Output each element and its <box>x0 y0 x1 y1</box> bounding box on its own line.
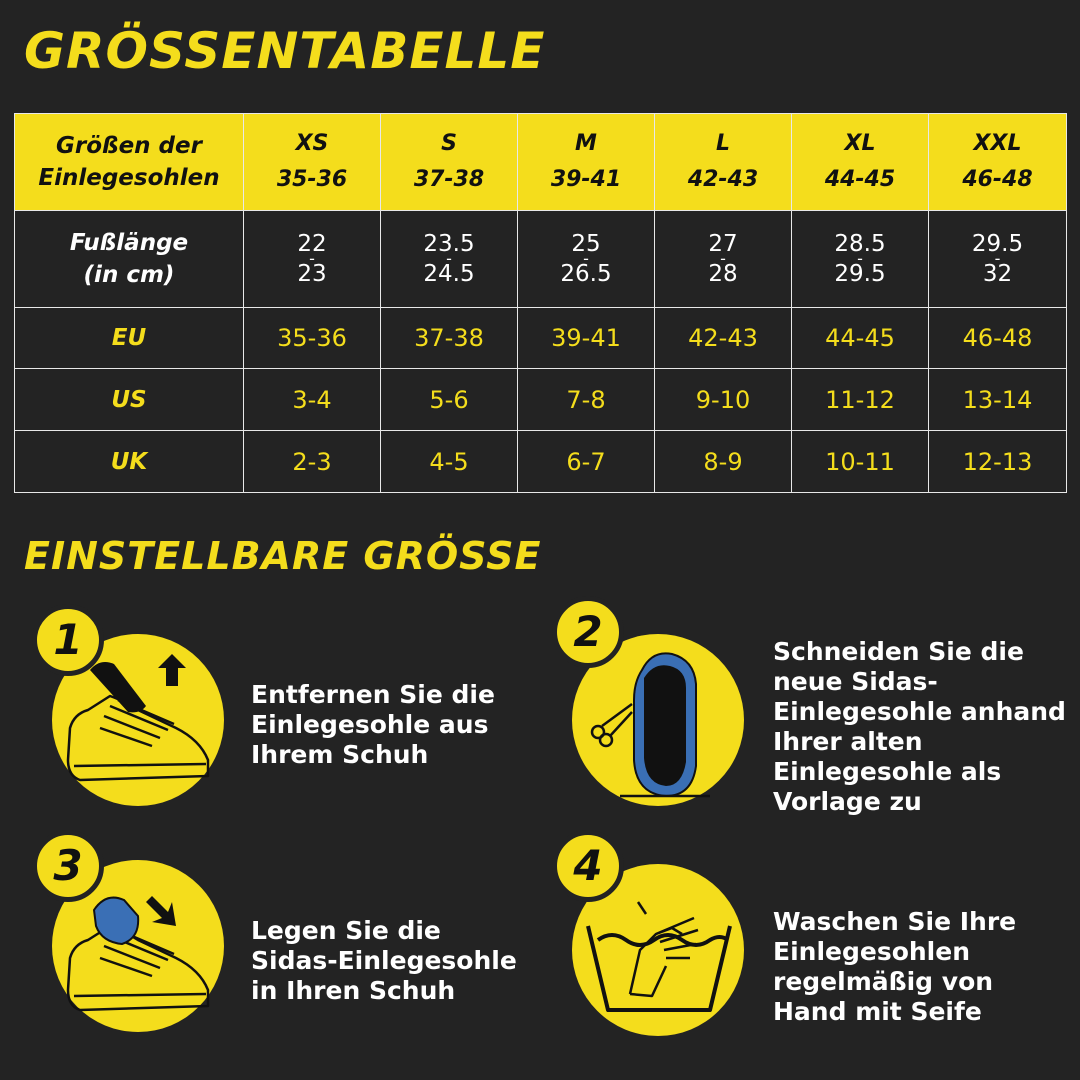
eu-label: EU <box>14 307 244 369</box>
hand-wash-icon <box>586 901 732 1012</box>
eu-cell: 39-41 <box>517 307 655 369</box>
foot-length-cell: 22-23 <box>243 210 381 308</box>
uk-cell: 10-11 <box>791 430 929 493</box>
us-row: US 3-4 5-6 7-8 9-10 11-12 13-14 <box>14 368 1067 431</box>
foot-length-label: Fußlänge (in cm) <box>14 210 244 308</box>
step-1: 1 Entfernen Sie die Einlegesohle aus Ihr… <box>32 604 520 830</box>
size-table: Größen der Einlegesohlen XS 35-36 S 37-38 … <box>14 113 1067 493</box>
eu-row: EU 35-36 37-38 39-41 42-43 44-45 46-48 <box>14 307 1067 369</box>
us-cell: 5-6 <box>380 368 518 431</box>
header-label-cell: Größen der Einlegesohlen <box>14 113 244 211</box>
foot-length-cell: 25-26.5 <box>517 210 655 308</box>
foot-length-cell: 27-28 <box>654 210 792 308</box>
size-header-xs: XS 35-36 <box>243 113 381 211</box>
uk-cell: 8-9 <box>654 430 792 493</box>
eu-cell: 44-45 <box>791 307 929 369</box>
uk-row: UK 2-3 4-5 6-7 8-9 10-11 12-13 <box>14 430 1067 493</box>
size-header-m: M 39-41 <box>517 113 655 211</box>
step-text: Waschen Sie Ihre Einlegesohlen regelmäßi… <box>773 907 1017 1026</box>
foot-length-cell: 23.5-24.5 <box>380 210 518 308</box>
step-badge: 2 <box>552 596 624 668</box>
shoe-remove-insole-icon <box>66 654 210 782</box>
size-header-row: Größen der Einlegesohlen XS 35-36 S 37-38 … <box>14 113 1067 211</box>
step-badge: 4 <box>552 830 624 902</box>
eu-cell: 37-38 <box>380 307 518 369</box>
uk-cell: 12-13 <box>928 430 1067 493</box>
step-text: Legen Sie die Sidas-Einlegesohle in Ihre… <box>251 916 517 1005</box>
step-4: 4 Waschen Sie Ihre Einlegesohlen regelmä… <box>552 830 1070 1060</box>
step-badge: 3 <box>32 830 104 902</box>
eu-cell: 46-48 <box>928 307 1067 369</box>
page-title: GRÖSSENTABELLE <box>24 22 546 80</box>
foot-length-row: Fußlänge (in cm) 22-23 23.5-24.5 25-26.5… <box>14 210 1067 308</box>
uk-cell: 2-3 <box>243 430 381 493</box>
us-cell: 13-14 <box>928 368 1067 431</box>
uk-cell: 4-5 <box>380 430 518 493</box>
us-cell: 11-12 <box>791 368 929 431</box>
shoe-insert-insole-icon <box>66 896 210 1012</box>
uk-label: UK <box>14 430 244 493</box>
us-label: US <box>14 368 244 431</box>
eu-cell: 35-36 <box>243 307 381 369</box>
step-text: Entfernen Sie die Einlegesohle aus Ihrem… <box>251 680 495 769</box>
step-text: Schneiden Sie die neue Sidas- Einlegesoh… <box>773 637 1066 816</box>
scissors-insole-icon <box>590 652 710 798</box>
size-header-s: S 37-38 <box>380 113 518 211</box>
uk-cell: 6-7 <box>517 430 655 493</box>
foot-length-cell: 29.5-32 <box>928 210 1067 308</box>
size-header-l: L 42-43 <box>654 113 792 211</box>
us-cell: 3-4 <box>243 368 381 431</box>
section-title: EINSTELLBARE GRÖSSE <box>24 534 542 578</box>
us-cell: 9-10 <box>654 368 792 431</box>
foot-length-cell: 28.5-29.5 <box>791 210 929 308</box>
eu-cell: 42-43 <box>654 307 792 369</box>
size-header-xl: XL 44-45 <box>791 113 929 211</box>
step-2: 2 Schneiden Sie die neue Sidas- Einleges… <box>552 596 1070 830</box>
step-3: 3 Legen Sie die Sidas-Einlegesohle in Ih… <box>32 830 530 1060</box>
size-header-xxl: XXL 46-48 <box>928 113 1067 211</box>
us-cell: 7-8 <box>517 368 655 431</box>
step-badge: 1 <box>32 604 104 676</box>
